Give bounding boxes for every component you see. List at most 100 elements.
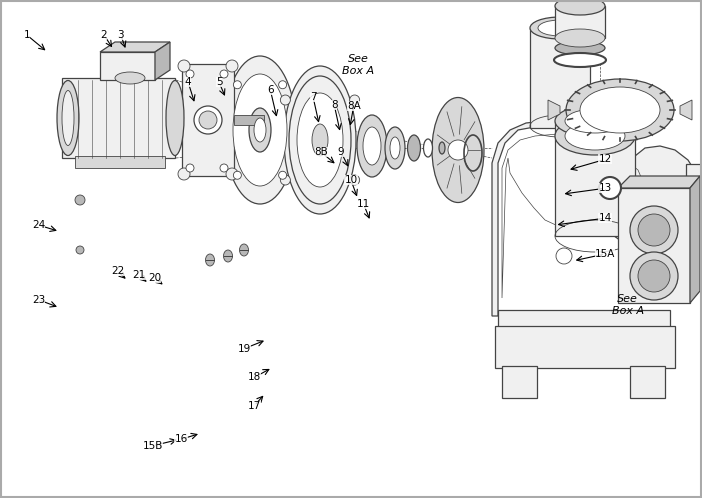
Ellipse shape [390,137,400,159]
Bar [630,366,665,398]
Ellipse shape [166,81,184,155]
Circle shape [630,252,678,300]
Text: 20: 20 [148,273,161,283]
Circle shape [75,195,85,205]
Circle shape [226,60,238,72]
Ellipse shape [554,53,606,67]
Bar [530,28,590,128]
Polygon shape [618,176,700,188]
Ellipse shape [357,115,387,177]
Polygon shape [155,42,170,80]
Text: 19: 19 [238,344,251,354]
Text: 10: 10 [345,175,357,185]
Text: 8: 8 [331,100,338,110]
Text: 21: 21 [133,270,145,280]
Text: 3: 3 [117,30,124,40]
Bar [495,326,675,368]
Circle shape [186,70,194,78]
Text: 22: 22 [112,266,124,276]
Ellipse shape [555,105,635,137]
Ellipse shape [432,98,484,203]
Bar [502,366,537,398]
Ellipse shape [57,81,79,155]
Circle shape [186,164,194,172]
Text: 2: 2 [100,30,107,40]
Text: 11: 11 [357,199,370,209]
Bar [100,52,155,80]
Text: 7: 7 [310,92,317,102]
Bar [555,6,605,38]
Circle shape [226,168,238,180]
Circle shape [556,248,572,264]
Ellipse shape [565,109,625,133]
Circle shape [350,95,359,105]
Circle shape [233,171,241,179]
Ellipse shape [249,108,271,152]
Ellipse shape [206,254,215,266]
Text: 23: 23 [32,295,45,305]
Ellipse shape [423,139,432,157]
Circle shape [666,222,682,238]
Circle shape [279,171,286,179]
Ellipse shape [439,142,445,154]
Bar [498,310,670,330]
Text: See
Box A: See Box A [342,54,374,76]
Ellipse shape [312,124,328,156]
Text: 4: 4 [185,77,192,87]
Ellipse shape [199,111,217,129]
Bar [182,64,234,176]
Polygon shape [690,176,700,303]
Ellipse shape [565,122,625,150]
PathPatch shape [492,120,700,316]
Text: 18: 18 [248,373,260,382]
Bar [618,188,690,303]
Text: 1: 1 [23,30,30,40]
Circle shape [178,168,190,180]
Bar [234,115,264,125]
Ellipse shape [580,87,660,133]
Text: 8A: 8A [347,101,361,111]
Circle shape [220,70,228,78]
Text: 8B: 8B [314,147,329,157]
Circle shape [178,60,190,72]
Ellipse shape [555,41,605,55]
Ellipse shape [254,118,266,142]
Circle shape [220,164,228,172]
Polygon shape [100,42,170,52]
Text: 13: 13 [599,183,611,193]
Ellipse shape [363,127,381,165]
Circle shape [630,206,678,254]
Text: 16: 16 [175,434,187,444]
Ellipse shape [62,91,74,145]
Circle shape [638,214,670,246]
Circle shape [448,140,468,160]
Ellipse shape [115,72,145,84]
Circle shape [350,175,359,185]
Text: 9: 9 [338,147,345,157]
Bar [75,156,165,168]
Ellipse shape [194,106,222,134]
Text: See
Box A: See Box A [611,294,644,316]
Circle shape [76,246,84,254]
Ellipse shape [297,93,343,187]
Ellipse shape [530,17,590,39]
Ellipse shape [555,117,635,155]
Ellipse shape [555,0,605,15]
Ellipse shape [224,56,296,204]
Polygon shape [62,78,175,158]
Ellipse shape [284,66,356,214]
Text: 5: 5 [216,77,223,87]
Ellipse shape [385,127,405,169]
Text: 24: 24 [32,220,45,230]
Ellipse shape [566,79,674,141]
Ellipse shape [223,250,232,262]
Bar [555,121,635,236]
Circle shape [638,260,670,292]
Polygon shape [680,100,692,120]
Text: 15A: 15A [595,249,616,259]
Circle shape [280,95,291,105]
Text: 17: 17 [248,401,260,411]
Text: 15B: 15B [143,441,164,451]
Ellipse shape [555,29,605,47]
Circle shape [233,81,241,89]
